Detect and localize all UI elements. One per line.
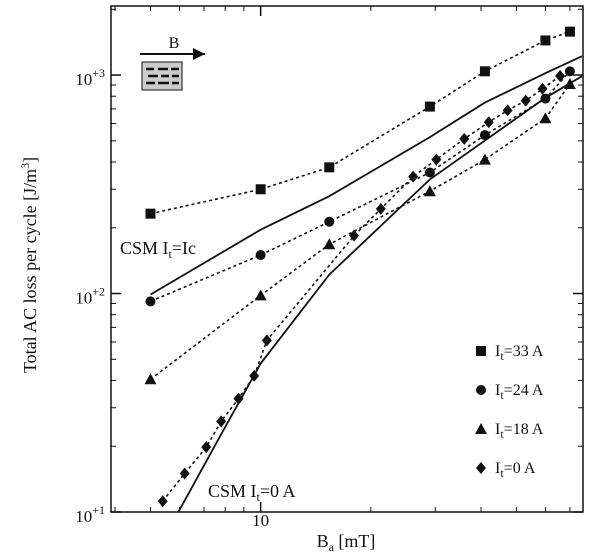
data-point [323,238,336,250]
x-axis-label: Ba​ [mT] [317,531,376,554]
data-point [349,229,360,242]
data-point [233,392,244,405]
data-point [144,373,157,385]
arrow-head [193,48,205,60]
data-point [324,216,335,227]
plot-frame [110,5,584,513]
data-point [255,184,266,195]
model-line [150,55,583,296]
data-point [408,170,419,183]
model-label: CSM It​=0 A [208,481,296,504]
data-point [424,101,435,112]
series-line [150,30,571,215]
data-point [564,26,575,37]
data-point [249,369,260,382]
data-point [201,441,212,454]
y-tick-label: 10+3​ [75,66,105,89]
data-point [540,35,551,46]
data-point [255,250,266,261]
data-point [216,415,227,428]
y-tick-label: 10+1​ [75,503,105,526]
data-point [145,208,156,219]
data-point [478,153,491,165]
inset-label: B [169,35,180,52]
data-point [479,130,490,141]
data-point [537,82,548,95]
data-point [459,132,470,145]
data-point [555,69,566,82]
data-point [157,495,168,508]
data-point [424,167,435,178]
model-label: CSM It​=Ic [120,238,196,261]
legend-marker [475,423,487,434]
tape-filaments [146,67,179,85]
data-point [563,77,576,89]
data-point [479,66,490,77]
x-tick-label: 10 [252,511,269,530]
legend-label: It​=0 A [495,460,536,480]
legend-marker [476,346,486,356]
data-point [324,162,335,173]
inset-icon [140,48,205,91]
legend-marker [476,385,486,395]
data-point [179,467,190,480]
data-point [261,334,272,347]
data-point [423,185,436,197]
legend-label: It​=33 A [495,343,544,363]
data-point [483,116,494,129]
series-line [150,83,571,380]
legend-marker [476,462,486,474]
model-line [177,75,583,513]
data-point [431,153,442,166]
data-point [502,104,513,117]
y-tick-label: 10+2​ [75,284,105,307]
legend-label: It​=18 A [495,421,544,441]
data-point [539,112,552,124]
data-point [540,93,551,104]
y-axis-label: Total AC loss per cycle [J/m3​] [18,157,40,373]
data-point [564,66,575,77]
data-point [145,296,156,307]
data-point [254,289,267,301]
data-point [520,94,531,107]
data-point [375,202,386,215]
legend-label: It​=24 A [495,382,544,402]
